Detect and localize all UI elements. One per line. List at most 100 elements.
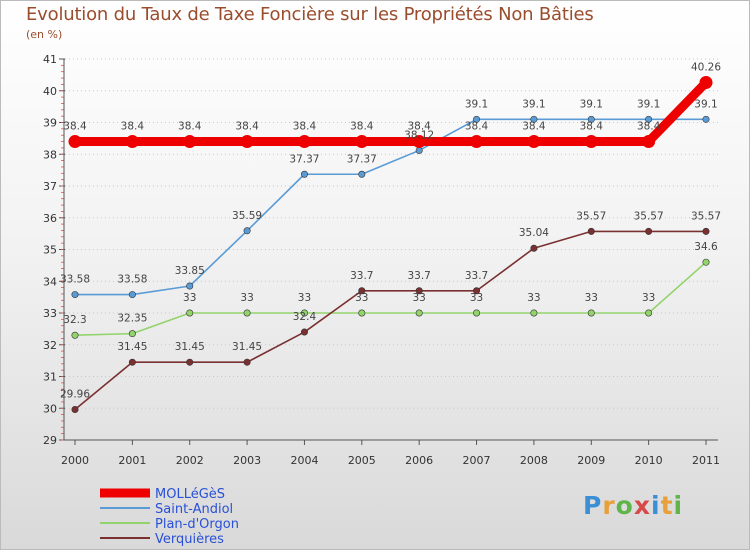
data-label: 37.37 bbox=[347, 153, 377, 165]
data-label: 33 bbox=[355, 292, 368, 304]
y-tick-label: 33 bbox=[43, 307, 57, 320]
data-point bbox=[243, 358, 251, 366]
y-tick-label: 36 bbox=[43, 212, 57, 225]
data-label: 39.1 bbox=[637, 98, 660, 110]
y-tick-label: 37 bbox=[43, 180, 57, 193]
data-label: 33 bbox=[642, 292, 655, 304]
data-point bbox=[355, 135, 369, 149]
y-tick-label: 34 bbox=[43, 275, 57, 288]
logo-letter: P bbox=[583, 491, 603, 520]
data-point bbox=[415, 287, 423, 295]
data-label: 33.58 bbox=[117, 274, 147, 286]
data-point bbox=[71, 406, 79, 414]
data-point bbox=[68, 135, 82, 149]
data-label: 33 bbox=[240, 292, 253, 304]
data-point bbox=[358, 309, 366, 317]
data-label: 38.4 bbox=[407, 121, 431, 133]
data-point bbox=[473, 287, 481, 295]
data-label: 38.4 bbox=[465, 121, 489, 133]
data-label: 38.4 bbox=[63, 121, 87, 133]
data-label: 38.12 bbox=[404, 129, 434, 141]
data-label: 38.4 bbox=[178, 121, 202, 133]
data-label: 32.3 bbox=[63, 314, 86, 326]
y-tick-label: 31 bbox=[43, 371, 57, 384]
data-label: 34.6 bbox=[694, 241, 718, 253]
data-label: 33 bbox=[412, 292, 425, 304]
series-line-plan-d-orgon bbox=[74, 261, 707, 337]
data-label: 33 bbox=[527, 292, 540, 304]
data-label: 35.57 bbox=[576, 210, 606, 222]
data-point bbox=[473, 309, 481, 317]
logo-letter: i bbox=[651, 491, 661, 520]
x-tick-label: 2007 bbox=[463, 454, 491, 467]
data-label: 32.35 bbox=[117, 313, 147, 325]
x-tick-label: 2005 bbox=[348, 454, 376, 467]
data-point bbox=[587, 309, 595, 317]
data-label: 31.45 bbox=[117, 341, 147, 353]
x-tick-label: 2009 bbox=[577, 454, 605, 467]
data-label: 33.7 bbox=[350, 270, 373, 282]
x-tick-label: 2002 bbox=[176, 454, 204, 467]
data-point bbox=[300, 328, 308, 336]
y-tick-label: 39 bbox=[43, 117, 57, 130]
x-tick-label: 2006 bbox=[405, 454, 433, 467]
data-label: 33.85 bbox=[175, 265, 205, 277]
data-label: 39.1 bbox=[465, 98, 488, 110]
data-label: 35.04 bbox=[519, 227, 549, 239]
data-label: 33.58 bbox=[60, 274, 90, 286]
data-label: 35.57 bbox=[634, 210, 664, 222]
data-point bbox=[186, 358, 194, 366]
chart-title: Evolution du Taux de Taxe Foncière sur l… bbox=[26, 4, 594, 25]
x-tick-label: 2011 bbox=[692, 454, 720, 467]
data-label: 37.37 bbox=[289, 153, 319, 165]
data-label: 33.7 bbox=[465, 270, 488, 282]
data-point bbox=[128, 291, 136, 299]
chart-subtitle: (en %) bbox=[26, 28, 63, 41]
data-point bbox=[702, 115, 710, 123]
data-point bbox=[473, 115, 481, 123]
proxiti-logo: Proxiti bbox=[583, 491, 683, 520]
legend-label-moll-g-s: MOLLéGèS bbox=[155, 487, 225, 502]
data-label: 38.4 bbox=[522, 121, 546, 133]
y-tick-label: 30 bbox=[43, 402, 57, 415]
data-point bbox=[584, 135, 598, 149]
data-label-layer: 38.4 38.4 38.4 38.4 38.4 38.4 38.4 38.4 38.4 38.4… bbox=[60, 61, 721, 400]
series-line-verqui-res bbox=[74, 230, 707, 411]
x-tick-label: 2004 bbox=[290, 454, 318, 467]
data-point bbox=[243, 309, 251, 317]
data-point bbox=[71, 331, 79, 339]
data-label: 33 bbox=[298, 292, 311, 304]
x-tick-label: 2000 bbox=[61, 454, 89, 467]
data-label: 39.1 bbox=[580, 98, 603, 110]
logo-letter: x bbox=[633, 491, 651, 520]
grid-layer bbox=[65, 58, 718, 441]
data-point bbox=[527, 135, 541, 149]
data-point bbox=[183, 135, 197, 149]
data-point bbox=[530, 115, 538, 123]
data-point bbox=[645, 309, 653, 317]
data-point bbox=[415, 309, 423, 317]
data-label: 40.26 bbox=[691, 61, 721, 73]
x-tick-label: 2008 bbox=[520, 454, 548, 467]
y-tick-label: 35 bbox=[43, 244, 57, 257]
logo-letter: r bbox=[602, 491, 616, 520]
data-label: 38.4 bbox=[637, 121, 661, 133]
y-tick-label: 38 bbox=[43, 148, 57, 161]
y-tick-label: 40 bbox=[43, 85, 57, 98]
data-point bbox=[702, 258, 710, 266]
data-point bbox=[699, 75, 713, 89]
legend: MOLLéGèSSaint-AndiolPlan-d'OrgonVerquièr… bbox=[100, 487, 239, 547]
data-label: 39.1 bbox=[694, 98, 717, 110]
logo-letter: i bbox=[673, 491, 684, 520]
data-label: 33 bbox=[585, 292, 598, 304]
data-label: 33 bbox=[183, 292, 196, 304]
data-label: 38.4 bbox=[121, 121, 145, 133]
data-point bbox=[71, 291, 79, 299]
data-point bbox=[186, 309, 194, 317]
data-label: 32.4 bbox=[293, 311, 317, 323]
data-point bbox=[243, 227, 251, 235]
data-point bbox=[645, 227, 653, 235]
data-point bbox=[530, 309, 538, 317]
series-layer bbox=[68, 75, 713, 414]
